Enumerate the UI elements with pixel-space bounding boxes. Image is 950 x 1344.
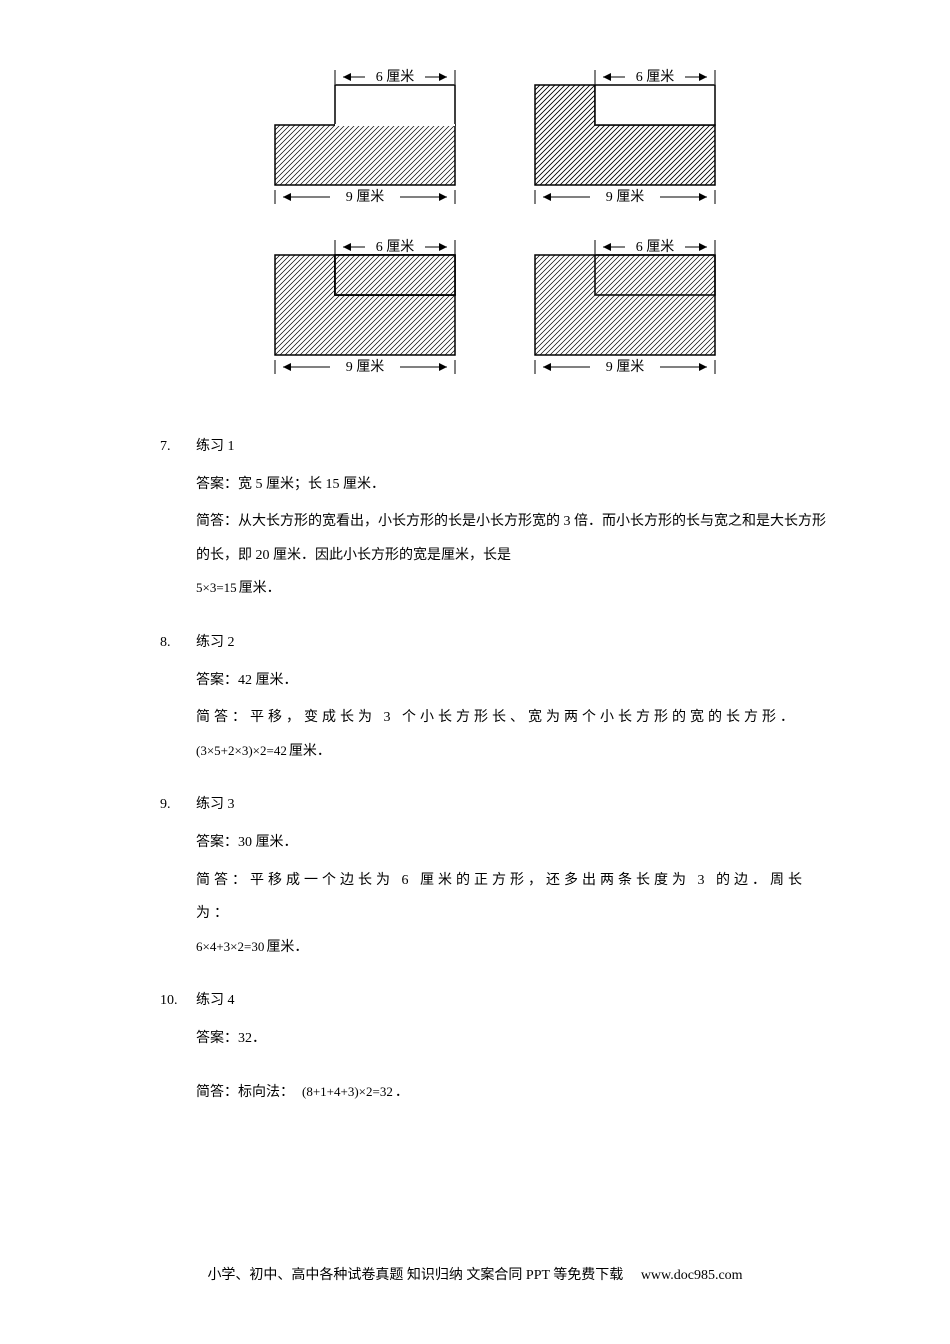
formula: 6×4+3×2=30 bbox=[196, 931, 264, 962]
footer-url: www.doc985.com bbox=[641, 1268, 743, 1283]
label-6cm: 6 厘米 bbox=[376, 69, 415, 85]
problem-8: 8. 练习 2 答案：42 厘米． 简答：平移，变成长为 3 个小长方形长、宽为… bbox=[160, 626, 830, 768]
answer-text: 答案：42 厘米． bbox=[196, 664, 830, 698]
explain-text: 简答：标向法： (8+1+4+3)×2=32 ． bbox=[196, 1076, 830, 1110]
page-footer: 小学、初中、高中各种试卷真题 知识归纳 文案合同 PPT 等免费下载 www.d… bbox=[0, 1264, 950, 1284]
answer-text: 答案：宽 5 厘米；长 15 厘米． bbox=[196, 468, 830, 502]
problem-title: 练习 4 bbox=[196, 984, 830, 1018]
explain-text: 简答：平移成一个边长为 6 厘米的正方形，还多出两条长度为 3 的边．周长为： bbox=[196, 864, 830, 931]
explain-text: 简答：从大长方形的宽看出，小长方形的长是小长方形宽的 3 倍．而小长方形的长与宽… bbox=[196, 505, 830, 606]
formula: (3×5+2×3)×2=42 bbox=[196, 735, 287, 766]
problem-title: 练习 2 bbox=[196, 626, 830, 660]
problem-7: 7. 练习 1 答案：宽 5 厘米；长 15 厘米． 简答：从大长方形的宽看出，… bbox=[160, 430, 830, 606]
diagram-top-right: 6 厘米 9 厘米 bbox=[525, 60, 725, 220]
diagram-top-left: 6 厘米 9 厘米 bbox=[265, 60, 465, 220]
diagram-bottom-left: 6 厘米 bbox=[265, 230, 465, 390]
svg-text:9 厘米: 9 厘米 bbox=[346, 359, 385, 375]
label-9cm: 9 厘米 bbox=[346, 189, 385, 205]
problem-number: 10. bbox=[160, 984, 196, 1109]
problem-title: 练习 3 bbox=[196, 788, 830, 822]
footer-text: 小学、初中、高中各种试卷真题 知识归纳 文案合同 PPT 等免费下载 bbox=[207, 1268, 623, 1283]
formula-line: 6×4+3×2=30 厘米． bbox=[196, 931, 830, 965]
diagram-bottom-right: 6 厘米 9 厘米 bbox=[525, 230, 725, 390]
explain-text: 简答：平移，变成长为 3 个小长方形长、宽为两个小长方形的宽的长方形． bbox=[196, 701, 830, 735]
formula-line: (3×5+2×3)×2=42 厘米． bbox=[196, 735, 830, 769]
diagram-row-1: 6 厘米 9 厘米 bbox=[265, 60, 725, 220]
problem-9: 9. 练习 3 答案：30 厘米． 简答：平移成一个边长为 6 厘米的正方形，还… bbox=[160, 788, 830, 964]
formula: 5×3=15 bbox=[196, 572, 237, 603]
label-9cm: 9 厘米 bbox=[606, 189, 645, 205]
formula: (8+1+4+3)×2=32 bbox=[302, 1076, 393, 1107]
svg-text:6 厘米: 6 厘米 bbox=[376, 239, 415, 255]
problem-10: 10. 练习 4 答案：32． 简答：标向法： (8+1+4+3)×2=32 ． bbox=[160, 984, 830, 1109]
problem-title: 练习 1 bbox=[196, 430, 830, 464]
svg-text:6 厘米: 6 厘米 bbox=[636, 239, 675, 255]
problem-number: 7. bbox=[160, 430, 196, 606]
label-6cm: 6 厘米 bbox=[636, 69, 675, 85]
diagrams-block: 6 厘米 9 厘米 bbox=[160, 60, 830, 390]
diagram-row-2: 6 厘米 bbox=[265, 230, 725, 390]
answer-text: 答案：30 厘米． bbox=[196, 826, 830, 860]
answer-text: 答案：32． bbox=[196, 1022, 830, 1056]
problem-number: 9. bbox=[160, 788, 196, 964]
svg-text:9 厘米: 9 厘米 bbox=[606, 359, 645, 375]
problem-number: 8. bbox=[160, 626, 196, 768]
